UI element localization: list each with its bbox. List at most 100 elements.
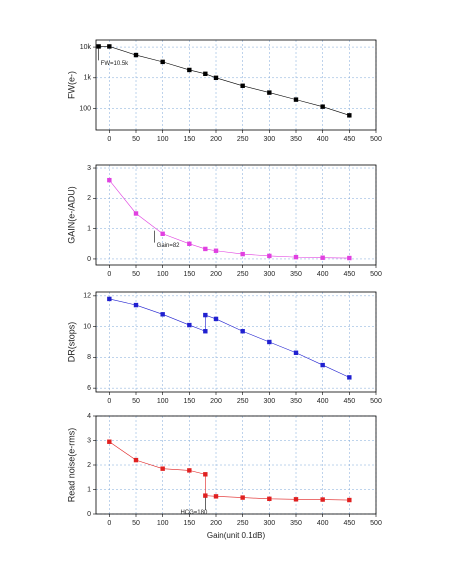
- plot-frame: [95, 415, 377, 515]
- marker: [267, 339, 272, 345]
- y-tick-label: 100: [79, 105, 91, 112]
- y-tick-label: 6: [87, 385, 91, 392]
- y-tick-label: 3: [87, 165, 91, 172]
- marker: [240, 251, 245, 257]
- x-tick-label: 350: [290, 136, 302, 143]
- x-tick-label: 50: [132, 271, 140, 278]
- y-axis-label: FW(e-): [66, 71, 76, 99]
- x-tick-label: 300: [263, 520, 275, 527]
- marker: [203, 493, 208, 498]
- y-tick-label: 0: [87, 256, 91, 263]
- y-tick-label: 2: [87, 195, 91, 202]
- marker: [320, 362, 325, 368]
- marker: [320, 497, 325, 502]
- marker: [133, 457, 139, 463]
- x-tick-label: 250: [237, 271, 249, 278]
- marker: [347, 375, 352, 380]
- x-tick-label: 500: [370, 398, 382, 405]
- subplot: 0 50 100 150 200 250 300 350 400 450 500 0 1 2 3 4 Read …: [66, 413, 382, 540]
- marker: [187, 322, 192, 328]
- marker: [187, 67, 192, 73]
- marker: [347, 255, 352, 261]
- y-tick-label: 10k: [80, 44, 92, 51]
- x-tick-label: 0: [107, 520, 111, 527]
- marker: [347, 113, 352, 118]
- x-tick-label: 250: [237, 520, 249, 527]
- subplot: 0 50 100 150 200 250 300 350 400 450 50010k1k100FW…: [66, 39, 382, 143]
- x-tick-label: 250: [237, 136, 249, 143]
- annotation: FW=10.5k: [101, 61, 130, 67]
- x-tick-label: 50: [132, 398, 140, 405]
- series-line: [109, 441, 350, 501]
- marker: [240, 329, 245, 334]
- plot-frame: [95, 164, 377, 266]
- y-tick-label: 1: [87, 486, 91, 493]
- marker: [203, 246, 208, 252]
- marker: [240, 495, 245, 500]
- y-tick-label: 12: [83, 293, 91, 300]
- x-tick-label: 350: [290, 520, 302, 527]
- x-tick-label: 150: [183, 520, 195, 527]
- marker: [133, 302, 139, 308]
- marker: [293, 350, 299, 355]
- x-tick-label: 250: [237, 398, 249, 405]
- marker: [107, 296, 112, 302]
- y-tick-label: 4: [87, 413, 91, 420]
- marker: [347, 497, 352, 503]
- marker: [240, 83, 245, 88]
- marker: [267, 253, 272, 259]
- series-line: [109, 298, 350, 378]
- x-tick-label: 50: [132, 520, 140, 527]
- x-tick-label: 350: [290, 398, 302, 405]
- subplot: 0 50 100 150 200 250 300 350 400 450 500 0 1 2 3 GAIN(e…: [66, 164, 382, 278]
- x-tick-label: 100: [157, 520, 169, 527]
- marker: [267, 90, 272, 95]
- x-tick-label: 0: [107, 136, 111, 143]
- marker: [213, 316, 219, 322]
- annotation: HCG=180: [180, 510, 208, 516]
- x-tick-label: 300: [263, 398, 275, 405]
- x-tick-label: 450: [343, 271, 355, 278]
- y-tick-label: 0: [87, 511, 91, 518]
- y-tick-label: 10: [83, 323, 91, 330]
- x-tick-label: 450: [343, 398, 355, 405]
- marker: [203, 312, 208, 318]
- marker: [107, 439, 112, 444]
- x-tick-label: 500: [370, 520, 382, 527]
- x-tick-label: 350: [290, 271, 302, 278]
- marker: [160, 59, 165, 65]
- marker: [96, 44, 101, 49]
- x-tick-label: 150: [183, 271, 195, 278]
- x-tick-label: 100: [157, 271, 169, 278]
- y-axis-label: DR(stops): [66, 322, 76, 363]
- plot-frame: [95, 39, 377, 131]
- x-axis-label: Gain(unit 0.1dB): [207, 531, 266, 540]
- series-line: [98, 46, 350, 116]
- x-tick-label: 500: [370, 136, 382, 143]
- y-tick-label: 1: [87, 225, 91, 232]
- marker: [213, 248, 219, 253]
- marker: [203, 71, 208, 76]
- y-axis-label: Read noise(e-rms): [66, 428, 76, 503]
- y-tick-label: 8: [87, 354, 91, 361]
- marker: [187, 468, 192, 473]
- x-tick-label: 50: [132, 136, 140, 143]
- marker: [203, 329, 208, 334]
- marker: [160, 466, 165, 471]
- y-tick-label: 3: [87, 437, 91, 444]
- x-tick-label: 0: [107, 271, 111, 278]
- x-tick-label: 400: [317, 398, 329, 405]
- marker: [267, 496, 272, 502]
- x-tick-label: 150: [183, 398, 195, 405]
- x-tick-label: 200: [210, 398, 222, 405]
- x-tick-label: 300: [263, 271, 275, 278]
- x-tick-label: 200: [210, 136, 222, 143]
- x-tick-label: 200: [210, 520, 222, 527]
- y-axis-label: GAIN(e-/ADU): [66, 186, 76, 244]
- plot-frame: [95, 291, 377, 393]
- marker: [293, 497, 299, 502]
- y-tick-label: 2: [87, 462, 91, 469]
- x-tick-label: 400: [317, 136, 329, 143]
- marker: [107, 177, 112, 183]
